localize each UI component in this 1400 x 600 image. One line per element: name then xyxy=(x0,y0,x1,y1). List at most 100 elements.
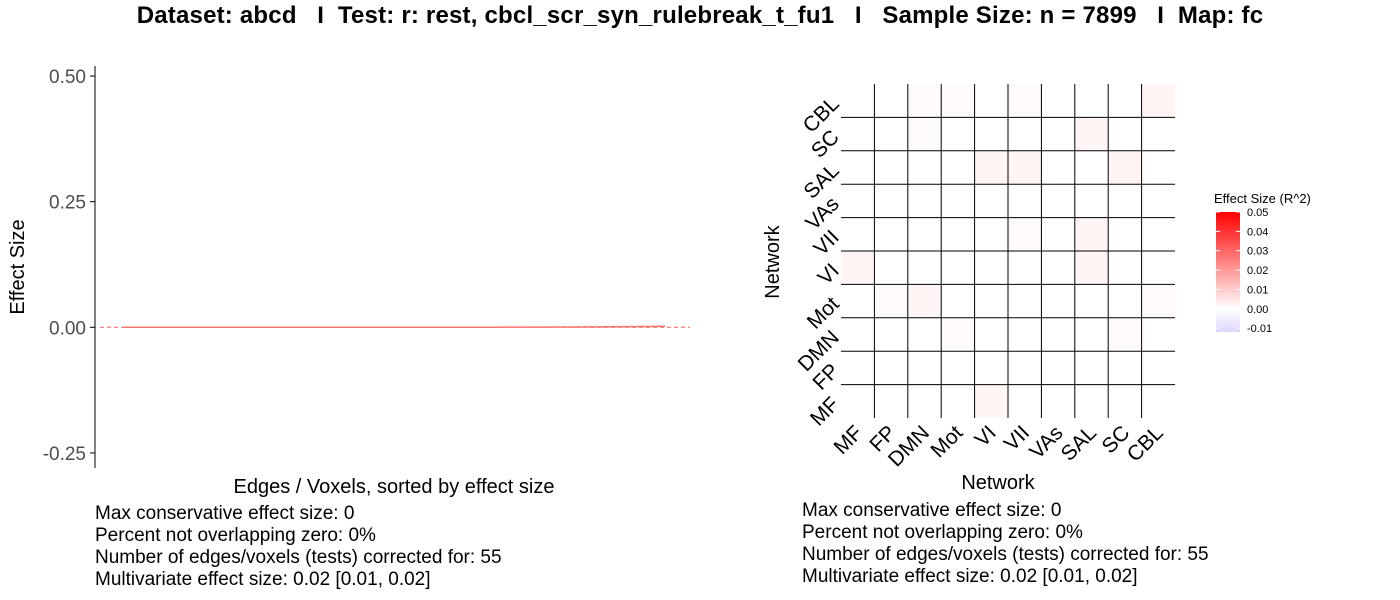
heatmap-cell xyxy=(907,117,942,151)
heatmap-cell xyxy=(874,217,908,251)
heatmap-cell xyxy=(1041,117,1075,151)
heatmap-cell xyxy=(974,317,1008,352)
y-tick-label: MF xyxy=(806,393,844,431)
y-tick-label: CBL xyxy=(799,92,844,137)
heatmap-cell xyxy=(1141,184,1175,218)
heatmap-cell xyxy=(874,84,908,118)
heatmap-cell xyxy=(874,317,908,352)
heatmap-cell xyxy=(1108,150,1142,185)
heatmap-cell xyxy=(1141,150,1175,185)
heatmap-cell xyxy=(907,384,942,418)
heatmap-cell xyxy=(1041,384,1075,418)
stat-multivariate: Multivariate effect size: 0.02 [0.01, 0.… xyxy=(802,566,1138,587)
x-tick-label: MF xyxy=(830,421,868,459)
heatmap-cell xyxy=(1008,184,1042,218)
heatmap-cell xyxy=(1008,351,1042,385)
heatmap-cell xyxy=(907,284,942,318)
plot-area xyxy=(100,325,690,329)
heatmap-cell xyxy=(907,217,942,251)
heatmap-cell xyxy=(974,117,1008,151)
y-tick-label: VAs xyxy=(801,192,843,234)
heatmap-cell xyxy=(1108,317,1142,352)
heatmap-cell xyxy=(874,284,908,318)
x-tick-label: VI xyxy=(971,421,1001,451)
heatmap-cell xyxy=(907,317,942,352)
heatmap-cell xyxy=(1074,217,1109,251)
heatmap-cell xyxy=(1041,84,1075,118)
y-axis-label: Effect Size xyxy=(7,219,29,314)
heatmap-cell xyxy=(1074,251,1109,285)
legend-tick-label: 0.05 xyxy=(1247,207,1268,219)
heatmap-cell xyxy=(941,217,975,251)
heatmap-cell xyxy=(907,351,942,385)
heatmap-cell xyxy=(1041,317,1075,352)
heatmap-y-axis-label: Network xyxy=(762,224,784,298)
stat-max-conservative: Max conservative effect size: 0 xyxy=(802,500,1062,521)
heatmap-cell xyxy=(1041,217,1075,251)
heatmap-cell xyxy=(841,251,875,285)
heatmap-cell xyxy=(841,217,875,251)
legend-colorbar xyxy=(1216,212,1240,332)
heatmap-cell xyxy=(1008,117,1042,151)
heatmap-cell xyxy=(974,84,1008,118)
heatmap-cell xyxy=(907,251,942,285)
legend-tick-label: -0.01 xyxy=(1247,323,1272,335)
heatmap-cell xyxy=(841,384,875,418)
y-tick-label: VI xyxy=(813,259,843,289)
heatmap-cell xyxy=(874,117,908,151)
heatmap-cell xyxy=(1041,351,1075,385)
heatmap-cell xyxy=(874,251,908,285)
stat-tests-corrected: Number of edges/voxels (tests) corrected… xyxy=(802,544,1209,565)
heatmap-cell xyxy=(841,351,875,385)
y-tick-label: 0.50 xyxy=(49,67,86,88)
y-tick-label: -0.25 xyxy=(43,444,86,465)
heatmap-cell xyxy=(941,150,975,185)
stat-percent-not-overlapping: Percent not overlapping zero: 0% xyxy=(802,522,1083,543)
heatmap-cell xyxy=(1141,284,1175,318)
color-legend: Effect Size (R^2) 0.050.040.030.020.010.… xyxy=(1214,191,1311,335)
heatmap-cell xyxy=(941,117,975,151)
heatmap-cell xyxy=(874,150,908,185)
heatmap-cell xyxy=(1074,351,1109,385)
heatmap-cell xyxy=(1074,284,1109,318)
heatmap-cell xyxy=(1008,284,1042,318)
y-tick-label: 0.00 xyxy=(49,318,86,339)
x-tick-label: SAL xyxy=(1057,421,1101,465)
heatmap-cell xyxy=(941,384,975,418)
heatmap-cell xyxy=(1008,317,1042,352)
heatmap-cell xyxy=(1074,384,1109,418)
legend-tick-label: 0.02 xyxy=(1247,265,1268,277)
legend-tick-label: 0.04 xyxy=(1247,226,1268,238)
heatmap-cell xyxy=(1008,251,1042,285)
legend-tick-label: 0.03 xyxy=(1247,246,1268,258)
heatmap-cell xyxy=(874,184,908,218)
heatmap-cell xyxy=(907,84,942,118)
heatmap-cell xyxy=(1141,251,1175,285)
y-tick-label: Mot xyxy=(803,293,844,334)
heatmap-cell xyxy=(841,184,875,218)
effect-size-line-chart: -0.25 0.00 0.25 0.50 Effect Size Edges / Vo… xyxy=(7,66,690,498)
heatmap-cell xyxy=(1108,184,1142,218)
heatmap-cell xyxy=(941,351,975,385)
heatmap-grid xyxy=(841,84,1175,418)
heatmap-cell xyxy=(841,150,875,185)
heatmap-cell xyxy=(1041,184,1075,218)
heatmap-cell xyxy=(1008,84,1042,118)
x-axis-label: Edges / Voxels, sorted by effect size xyxy=(234,476,555,498)
heatmap-cell xyxy=(907,184,942,218)
heatmap-cell xyxy=(1108,351,1142,385)
heatmap-cell xyxy=(1008,384,1042,418)
heatmap-cell xyxy=(841,117,875,151)
y-tick-label: 0.25 xyxy=(49,193,86,214)
heatmap-cell xyxy=(1108,384,1142,418)
heatmap-cell xyxy=(1108,284,1142,318)
heatmap-cell xyxy=(1041,150,1075,185)
heatmap-cell xyxy=(974,284,1008,318)
heatmap-cell xyxy=(1008,150,1042,185)
heatmap-cell xyxy=(1141,384,1175,418)
heatmap-cell xyxy=(1141,117,1175,151)
heatmap-cell xyxy=(1141,317,1175,352)
heatmap-cell xyxy=(1074,150,1109,185)
